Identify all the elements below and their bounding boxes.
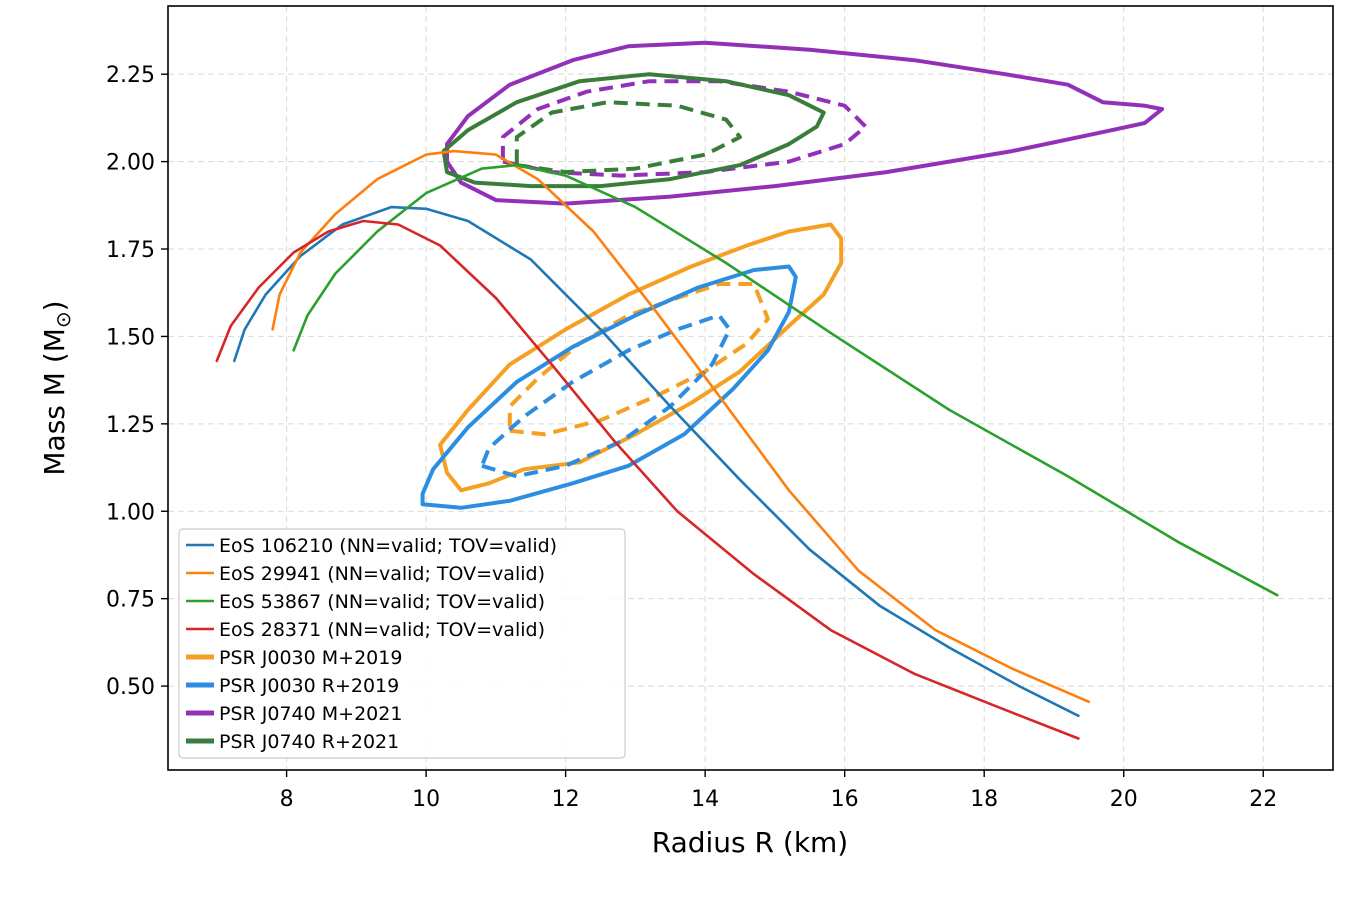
contour-group bbox=[420, 264, 798, 510]
legend: EoS 106210 (NN=valid; TOV=valid) EoS 2994… bbox=[178, 528, 626, 759]
x-tick-label: 14 bbox=[691, 787, 719, 812]
y-tick-label: 0.75 bbox=[106, 588, 155, 613]
x-tick-label: 16 bbox=[831, 787, 859, 812]
contour-inner bbox=[507, 282, 770, 437]
eos-curves bbox=[215, 149, 1279, 740]
x-tick-label: 20 bbox=[1110, 787, 1138, 812]
y-tick-label: 2.25 bbox=[106, 63, 155, 88]
contour-outer bbox=[441, 72, 826, 189]
legend-label: PSR J0030 R+2019 bbox=[219, 675, 399, 697]
contour-inner bbox=[500, 79, 868, 178]
x-tick-label: 12 bbox=[552, 787, 580, 812]
y-tick-label: 1.75 bbox=[106, 238, 155, 263]
legend-label: EoS 28371 (NN=valid; TOV=valid) bbox=[219, 619, 545, 641]
x-axis-label: Radius R (km) bbox=[652, 826, 848, 859]
contour-outer bbox=[438, 222, 844, 493]
y-tick-label: 2.00 bbox=[106, 151, 155, 176]
plot-frame bbox=[167, 5, 1334, 771]
eos-curve bbox=[292, 163, 1279, 597]
contour-outer bbox=[420, 264, 798, 510]
y-tick-label: 1.25 bbox=[106, 413, 155, 438]
legend-label: PSR J0740 M+2021 bbox=[219, 703, 402, 725]
legend-box bbox=[178, 528, 626, 759]
y-tick-label: 0.50 bbox=[106, 675, 155, 700]
legend-label: EoS 29941 (NN=valid; TOV=valid) bbox=[219, 563, 545, 585]
contour-inner bbox=[479, 313, 732, 479]
eos-curve bbox=[271, 149, 1091, 704]
y-tick-label: 1.00 bbox=[106, 500, 155, 525]
y-axis-label-main: Mass M (M bbox=[38, 328, 71, 476]
legend-label: PSR J0030 M+2019 bbox=[219, 647, 402, 669]
y-tick-label: 1.50 bbox=[106, 325, 155, 350]
legend-label: EoS 53867 (NN=valid; TOV=valid) bbox=[219, 591, 545, 613]
x-tick-label: 18 bbox=[970, 787, 998, 812]
x-tick-label: 8 bbox=[280, 787, 294, 812]
x-tick-label: 10 bbox=[412, 787, 440, 812]
eos-curve bbox=[233, 205, 1080, 718]
axis-ticks: 8 10 12 14 16 18 20 22 0.50 0.75 1.00 1.25 1.50 1.75 2… bbox=[106, 63, 1277, 812]
legend-label: EoS 106210 (NN=valid; TOV=valid) bbox=[219, 535, 557, 557]
contour-outer bbox=[445, 40, 1165, 206]
eos-curve bbox=[215, 219, 1080, 740]
legend-label: PSR J0740 R+2021 bbox=[219, 731, 399, 753]
contour-group bbox=[438, 222, 844, 493]
y-axis-label-close: ) bbox=[38, 300, 71, 311]
contour-group bbox=[441, 72, 826, 189]
contour-inner bbox=[514, 100, 742, 175]
y-axis-label: Mass M (M⊙) bbox=[38, 300, 75, 475]
grid bbox=[168, 6, 1333, 770]
contour-group bbox=[445, 40, 1165, 206]
x-tick-label: 22 bbox=[1249, 787, 1277, 812]
y-axis-label-sun-symbol: ⊙ bbox=[51, 311, 75, 328]
observation-contours bbox=[420, 40, 1165, 510]
